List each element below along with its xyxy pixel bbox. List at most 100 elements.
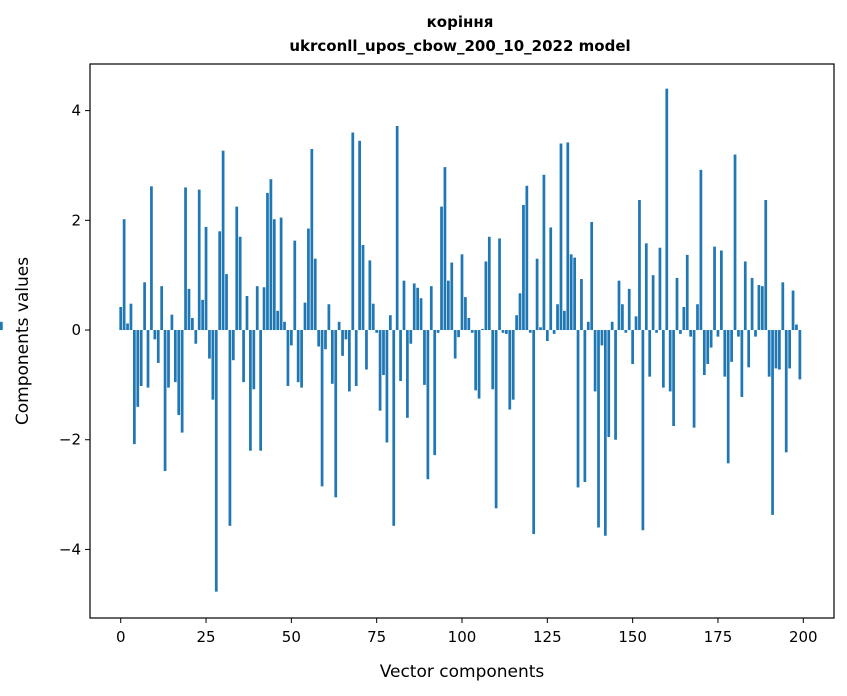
bar-48 (283, 321, 286, 331)
bar-105 (477, 330, 481, 399)
bar-152 (638, 200, 641, 331)
plot-area-frame (89, 63, 835, 619)
bar-57 (313, 258, 317, 331)
bar-62 (330, 330, 334, 384)
bar-41 (259, 330, 263, 451)
bar-116 (515, 315, 518, 331)
x-tick-label-50: 50 (282, 628, 301, 646)
bar-70 (358, 140, 361, 331)
y-tick-label--2: −2 (59, 431, 81, 449)
bar-171 (702, 330, 706, 376)
bar-95 (443, 167, 447, 331)
bar-160 (665, 88, 669, 331)
bar-128 (556, 304, 559, 331)
bar-104 (474, 330, 478, 391)
bar-38 (249, 330, 252, 451)
bar-85 (409, 330, 413, 344)
bar-94 (440, 206, 443, 331)
bar-168 (692, 330, 696, 428)
bar-96 (446, 280, 450, 331)
x-tick-label-200: 200 (789, 628, 818, 646)
bar-142 (603, 330, 607, 536)
bar-175 (716, 330, 720, 337)
bar-91 (429, 286, 433, 331)
bar-15 (170, 314, 174, 331)
bar-72 (365, 330, 368, 370)
bar-10 (153, 330, 157, 340)
bar-106 (481, 328, 484, 331)
bar-81 (395, 125, 399, 331)
bar-126 (549, 227, 553, 331)
bar-115 (511, 330, 515, 400)
bar-32 (228, 330, 232, 526)
bar-83 (402, 280, 406, 331)
bar-74 (371, 303, 375, 331)
bar-35 (238, 236, 242, 331)
bar-61 (327, 304, 331, 331)
y-tick-label--4: −4 (59, 540, 81, 558)
bar-12 (160, 286, 164, 331)
bar-86 (412, 283, 416, 331)
bar-158 (658, 247, 662, 331)
bar-183 (743, 261, 747, 331)
bar-130 (563, 310, 566, 331)
bar-146 (617, 280, 621, 331)
bar-150 (631, 330, 635, 365)
bar-169 (696, 304, 699, 331)
bar-176 (720, 250, 723, 331)
bar-97 (450, 262, 454, 331)
bars-group (0, 88, 802, 592)
bar-195 (784, 330, 788, 453)
bar-55 (307, 228, 310, 331)
bar-50 (289, 330, 293, 346)
bar-118 (522, 204, 525, 331)
bar-79 (388, 315, 392, 331)
bar-88 (419, 298, 423, 331)
bar-45 (272, 219, 276, 331)
bar-16 (173, 330, 177, 383)
bar-58 (317, 330, 321, 347)
bar-37 (245, 296, 249, 331)
bar-64 (337, 321, 341, 331)
bar-2 (126, 323, 129, 331)
bar-133 (573, 257, 576, 331)
bar-33 (231, 330, 235, 361)
bar-140 (597, 330, 600, 528)
bar-22 (194, 330, 198, 344)
bar-0 (119, 306, 123, 331)
bar-6 (139, 330, 143, 386)
bar-131 (566, 142, 570, 331)
bar-65 (341, 330, 344, 356)
bar-197 (791, 290, 795, 331)
bar-109 (491, 330, 495, 390)
bar-167 (689, 330, 693, 337)
x-tick-label-25: 25 (196, 628, 215, 646)
x-axis-label: Vector components (380, 662, 545, 682)
bar-59 (320, 330, 324, 487)
bar-75 (375, 330, 379, 333)
bar-189 (764, 200, 768, 331)
bar-114 (508, 330, 512, 410)
bar-151 (634, 316, 638, 331)
y-axis-ticks: −4 −2 0 2 4 (59, 102, 90, 558)
bar-51 (293, 240, 297, 331)
bar-156 (651, 275, 655, 331)
bar-123 (539, 327, 542, 331)
x-tick-label-150: 150 (618, 628, 647, 646)
bar-149 (627, 288, 631, 331)
bar-19 (184, 187, 187, 331)
bar-69 (354, 330, 358, 386)
bar-20 (187, 288, 191, 331)
bar-134 (576, 330, 580, 488)
bar-23 (197, 189, 201, 331)
bar-178 (726, 330, 730, 464)
bar-7 (143, 282, 146, 331)
bar-177 (723, 330, 727, 377)
bar-180 (733, 154, 737, 331)
bar-192 (774, 330, 778, 369)
bar-144 (610, 321, 614, 331)
bar-36 (242, 330, 245, 383)
bar-63 (334, 330, 338, 498)
bar-98 (453, 330, 457, 359)
